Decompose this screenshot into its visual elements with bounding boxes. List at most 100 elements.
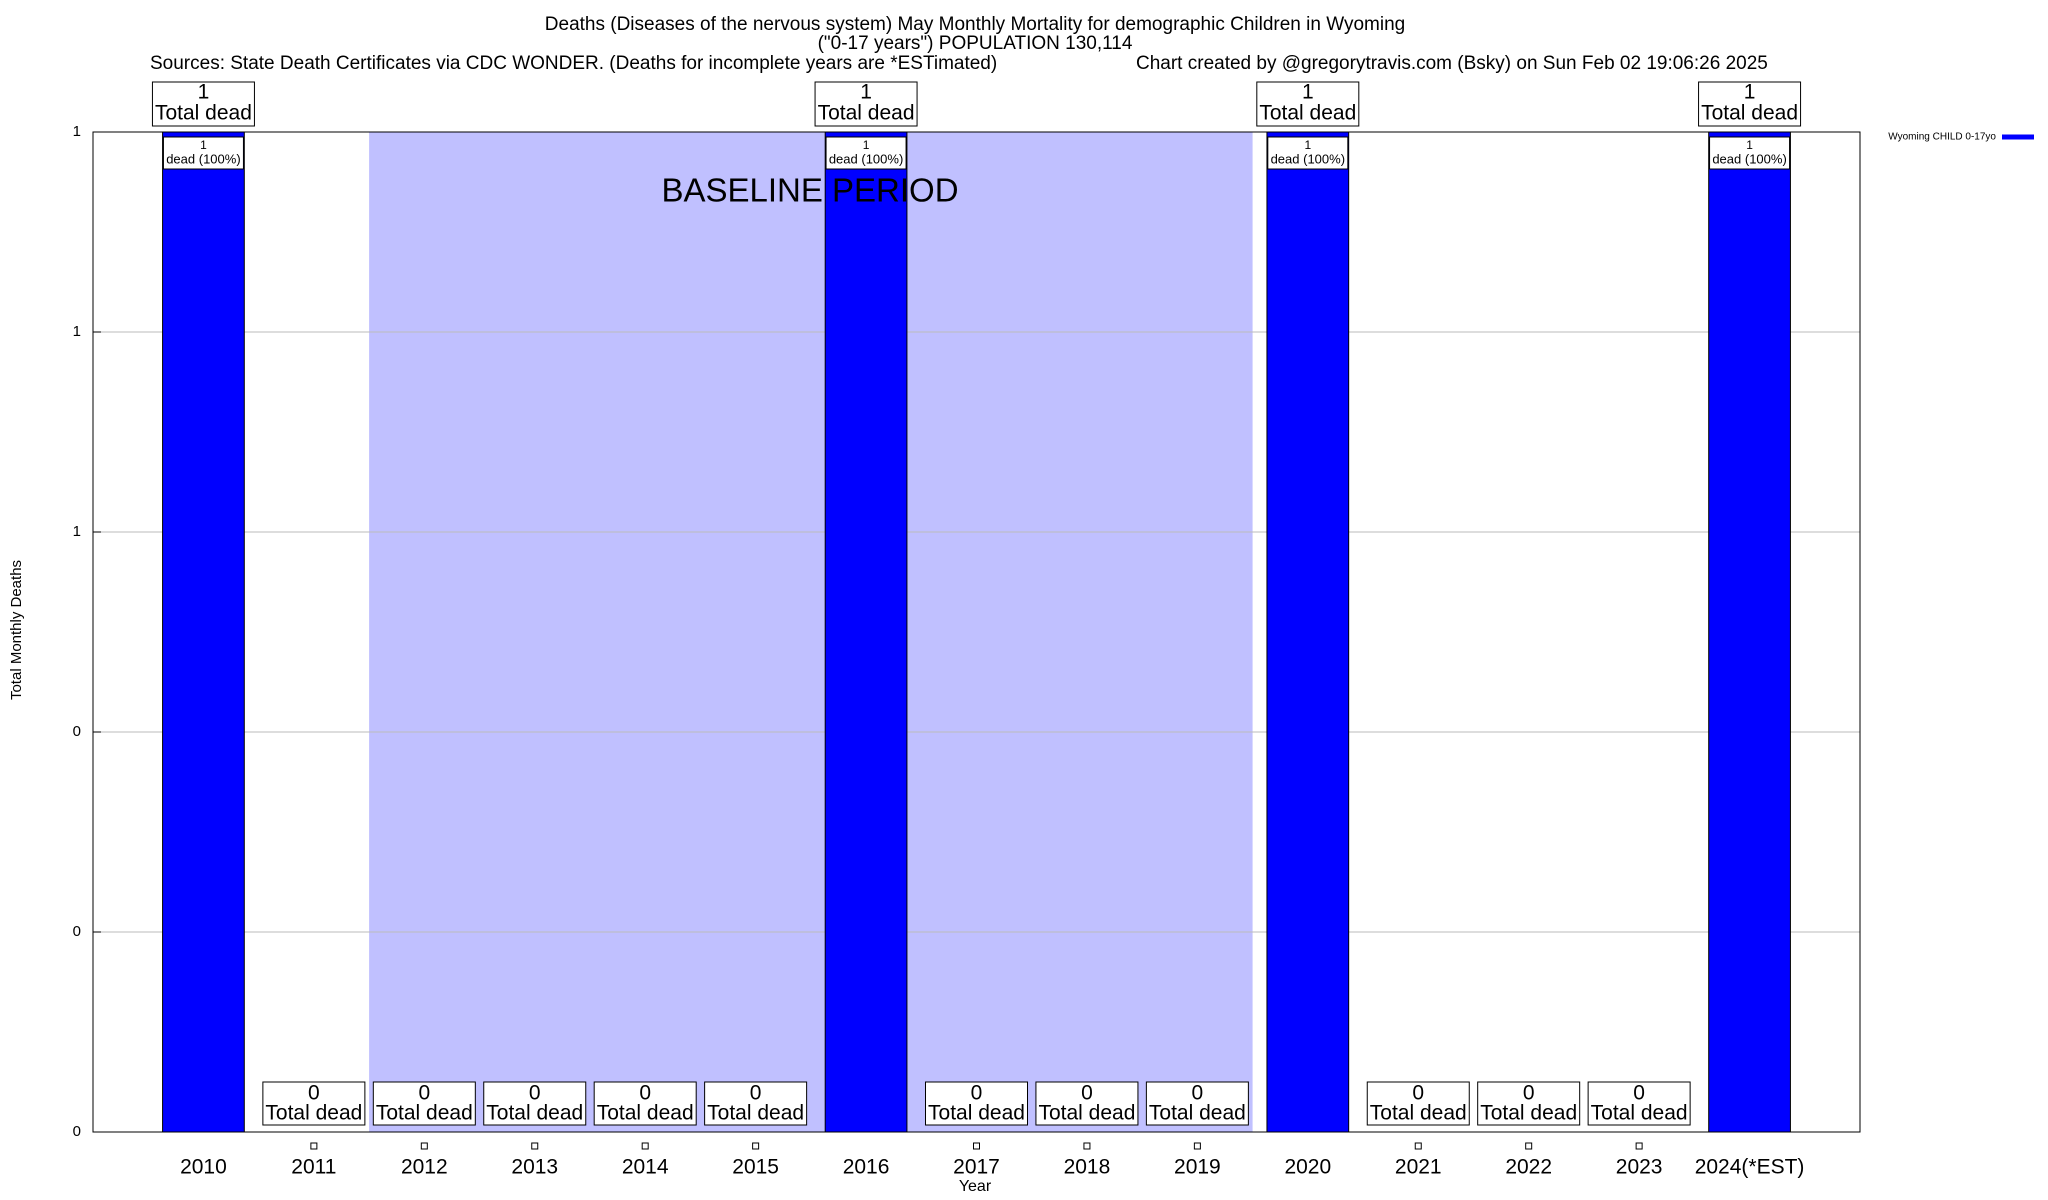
share-box bbox=[1267, 136, 1349, 170]
zero-marker bbox=[1414, 1142, 1422, 1150]
x-tick-label: 2010 bbox=[180, 1156, 227, 1179]
x-tick-label: 2019 bbox=[1174, 1156, 1221, 1179]
share-value: 1 bbox=[1304, 138, 1311, 152]
total-label: Total dead bbox=[376, 1102, 473, 1125]
bar bbox=[162, 131, 245, 1133]
zero-marker bbox=[973, 1142, 980, 1150]
x-tick-label: 2022 bbox=[1505, 1156, 1552, 1179]
x-tick-label: 2024(*EST) bbox=[1695, 1156, 1805, 1179]
value-label: 0 bbox=[1633, 1082, 1645, 1105]
baseline-label: BASELINE PERIOD bbox=[661, 172, 958, 209]
value-label: 0 bbox=[1192, 1082, 1204, 1105]
y-tick-label: 1 bbox=[73, 123, 81, 140]
total-box bbox=[1698, 81, 1802, 127]
total-label: Total dead bbox=[155, 102, 252, 125]
total-label: Total dead bbox=[1591, 1102, 1688, 1125]
share-label: dead (100%) bbox=[1271, 151, 1345, 166]
share-box bbox=[162, 136, 244, 170]
value-label: 0 bbox=[308, 1082, 320, 1105]
total-label: Total dead bbox=[818, 102, 915, 125]
total-box bbox=[1587, 1081, 1691, 1126]
total-label: Total dead bbox=[707, 1102, 804, 1125]
x-tick-label: 2017 bbox=[953, 1156, 1000, 1179]
y-tick-label: 0 bbox=[73, 723, 81, 740]
chart-title: Deaths (Diseases of the nervous system) … bbox=[545, 14, 1405, 35]
zero-marker bbox=[1193, 1142, 1201, 1150]
total-box bbox=[262, 1081, 366, 1126]
value-label: 0 bbox=[639, 1082, 651, 1105]
x-tick-label: 2018 bbox=[1064, 1156, 1111, 1179]
y-axis-label: Total Monthly Deaths bbox=[8, 560, 25, 700]
x-tick-label: 2012 bbox=[401, 1156, 448, 1179]
value-label: 0 bbox=[1412, 1082, 1424, 1105]
share-label: dead (100%) bbox=[1712, 151, 1786, 166]
x-tick-label: 2016 bbox=[843, 1156, 890, 1179]
zero-marker bbox=[1635, 1142, 1643, 1150]
value-label: 0 bbox=[1081, 1082, 1093, 1105]
x-tick-label: 2015 bbox=[732, 1156, 779, 1179]
value-label: 0 bbox=[971, 1082, 983, 1105]
total-label: Total dead bbox=[1480, 1102, 1577, 1125]
zero-marker bbox=[752, 1142, 760, 1150]
zero-marker bbox=[531, 1142, 539, 1150]
value-label: 1 bbox=[860, 81, 872, 104]
total-label: Total dead bbox=[928, 1102, 1025, 1125]
share-label: dead (100%) bbox=[166, 151, 240, 166]
chart-subtitle: ("0-17 years") POPULATION 130,114 bbox=[818, 33, 1133, 54]
x-tick-label: 2023 bbox=[1616, 1156, 1663, 1179]
bar bbox=[1708, 131, 1791, 1133]
zero-marker bbox=[420, 1142, 428, 1150]
x-tick-label: 2021 bbox=[1395, 1156, 1442, 1179]
total-box bbox=[1145, 1081, 1249, 1126]
zero-marker bbox=[310, 1142, 318, 1150]
total-box bbox=[483, 1081, 587, 1126]
total-box bbox=[925, 1081, 1028, 1126]
share-box bbox=[1709, 136, 1791, 170]
total-box bbox=[372, 1081, 476, 1126]
x-tick-label: 2014 bbox=[622, 1156, 669, 1179]
total-box bbox=[1256, 81, 1360, 127]
total-box bbox=[1477, 1081, 1581, 1126]
total-box bbox=[593, 1081, 697, 1126]
x-axis-label: Year bbox=[959, 1178, 992, 1195]
total-box bbox=[814, 81, 918, 127]
value-label: 0 bbox=[750, 1082, 762, 1105]
source-note: Sources: State Death Certificates via CD… bbox=[150, 53, 997, 74]
bar bbox=[824, 131, 908, 1133]
share-value: 1 bbox=[1746, 138, 1753, 152]
y-tick-label: 0 bbox=[73, 923, 81, 940]
legend-label: Wyoming CHILD 0-17yo bbox=[1888, 132, 1996, 143]
y-tick-label: 1 bbox=[73, 323, 81, 340]
value-label: 0 bbox=[1523, 1082, 1535, 1105]
credit-note: Chart created by @gregorytravis.com (Bsk… bbox=[1136, 53, 1768, 74]
total-label: Total dead bbox=[1038, 1102, 1135, 1125]
total-label: Total dead bbox=[597, 1102, 694, 1125]
total-label: Total dead bbox=[265, 1102, 362, 1125]
value-label: 1 bbox=[1744, 81, 1756, 104]
total-label: Total dead bbox=[1370, 1102, 1467, 1125]
share-label: dead (100%) bbox=[829, 151, 903, 166]
zero-marker bbox=[1525, 1142, 1533, 1150]
value-label: 1 bbox=[198, 81, 210, 104]
y-tick-label: 0 bbox=[73, 1123, 81, 1140]
total-box bbox=[1366, 1081, 1470, 1126]
total-label: Total dead bbox=[1149, 1102, 1246, 1125]
zero-marker bbox=[641, 1142, 649, 1150]
value-label: 1 bbox=[1302, 81, 1314, 104]
x-tick-label: 2020 bbox=[1284, 1156, 1331, 1179]
total-box bbox=[151, 81, 255, 127]
baseline-shade bbox=[369, 132, 1253, 1132]
value-label: 0 bbox=[529, 1082, 541, 1105]
share-value: 1 bbox=[863, 138, 870, 152]
plot-frame bbox=[92, 131, 1861, 1133]
share-box bbox=[825, 136, 907, 170]
share-value: 1 bbox=[200, 138, 207, 152]
value-label: 0 bbox=[418, 1082, 430, 1105]
y-tick-label: 1 bbox=[73, 523, 81, 540]
bar bbox=[1266, 131, 1350, 1133]
total-label: Total dead bbox=[1701, 102, 1798, 125]
zero-marker bbox=[1083, 1142, 1091, 1150]
total-label: Total dead bbox=[486, 1102, 583, 1125]
